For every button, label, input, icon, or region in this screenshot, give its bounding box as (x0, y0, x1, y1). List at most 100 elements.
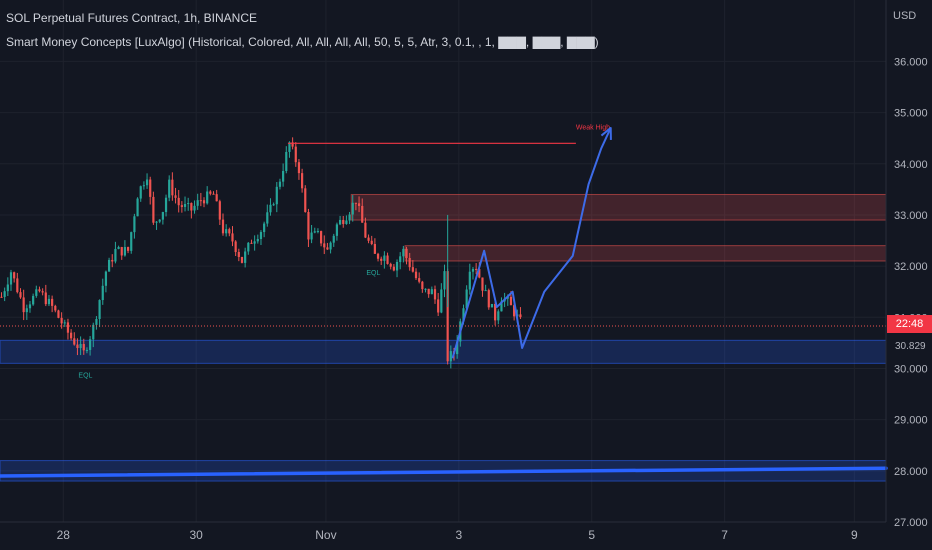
candle-body (73, 338, 76, 345)
candle-body (259, 232, 263, 240)
candle-body (139, 186, 142, 199)
candle-body (395, 261, 399, 271)
candle-body (22, 297, 25, 313)
candle-body (234, 241, 237, 253)
secondary-price-label: 30.829 (895, 341, 926, 352)
candle-body (225, 229, 228, 234)
projection-line (451, 127, 612, 359)
candle-body (256, 239, 259, 242)
indicator-legend[interactable]: Smart Money Concepts [LuxAlgo] (Historic… (6, 35, 599, 49)
candle-body (136, 198, 139, 217)
eql-label: EQL (366, 270, 380, 277)
candle-body (354, 202, 357, 204)
candle-body (54, 305, 57, 311)
price-tick-label: 36.000 (894, 56, 928, 68)
structure-levels: Weak High (0, 124, 886, 327)
candle-body (60, 317, 63, 324)
candle-body (338, 219, 342, 225)
candle-body (497, 311, 500, 321)
candles (0, 137, 522, 369)
time-tick-label: 30 (190, 528, 204, 542)
candle-body (130, 232, 133, 251)
candle-body (468, 271, 471, 290)
time-axis[interactable]: 28 30 Nov 3 5 7 9 (57, 528, 858, 542)
candle-body (437, 299, 440, 313)
trend-line-path (0, 466, 888, 478)
candle-body (376, 253, 380, 259)
candle-body (164, 197, 168, 213)
candle-body (177, 197, 180, 206)
candle-body (161, 212, 164, 220)
candle-body (414, 271, 418, 279)
candle-body (389, 263, 392, 267)
symbol-legend[interactable]: SOL Perpetual Futures Contract, 1h, BINA… (6, 11, 257, 25)
candle-body (240, 256, 244, 263)
annotations: EQL EQL (78, 270, 380, 379)
projection-path (451, 126, 612, 359)
candle-body (307, 211, 310, 240)
candle-body (291, 142, 294, 147)
candle-body (370, 240, 373, 245)
candle-body (285, 151, 288, 172)
price-tick-label: 35.000 (894, 108, 928, 120)
candle-body (478, 269, 481, 278)
price-tick-label: 32.000 (894, 261, 928, 273)
candle-body (297, 162, 301, 174)
candle-body (82, 344, 85, 351)
current-price-tag: 22:48 (887, 315, 932, 333)
candle-body (392, 266, 395, 271)
candle-body (430, 289, 433, 295)
candle-body (250, 242, 253, 244)
candle-body (13, 272, 16, 279)
candle-body (304, 188, 307, 212)
candle-body (272, 204, 275, 206)
candle-body (494, 304, 497, 321)
candle-body (462, 308, 465, 322)
candle-body (361, 205, 364, 223)
candle-body (168, 179, 171, 198)
candle-body (484, 290, 487, 292)
candle-body (342, 219, 345, 224)
candle-body (47, 298, 51, 305)
candle-body (446, 271, 449, 362)
candle-body (383, 255, 386, 261)
candle-body (206, 191, 209, 204)
time-tick-label: 9 (851, 528, 858, 542)
candle-body (357, 203, 361, 206)
candle-body (149, 179, 152, 197)
candle-body (209, 191, 212, 194)
demand-zone (0, 339, 887, 364)
candle-body (319, 231, 323, 244)
candle-body (38, 289, 41, 292)
projection-arrowhead (600, 126, 612, 140)
candle-body (76, 344, 79, 349)
candle-body (418, 278, 421, 282)
candle-body (316, 231, 320, 233)
candle-body (114, 248, 117, 262)
candle-body (133, 216, 136, 233)
candle-body (348, 214, 351, 221)
candle-body (35, 289, 38, 296)
candle-body (85, 349, 89, 351)
time-tick-label: 7 (721, 528, 728, 542)
candle-body (218, 201, 221, 220)
candle-body (424, 288, 427, 290)
candle-body (117, 247, 120, 249)
supply-zone (404, 245, 887, 262)
price-tick-label: 27.000 (894, 517, 928, 529)
candle-body (215, 194, 218, 202)
candle-body (519, 314, 522, 318)
candle-body (456, 341, 459, 355)
candle-body (196, 200, 199, 206)
candle-body (487, 290, 490, 308)
candle-body (158, 219, 161, 222)
candle-body (107, 259, 111, 272)
time-tick-label: 5 (588, 528, 595, 542)
candle-body (481, 277, 484, 291)
candle-body (63, 322, 66, 324)
eql-label: EQL (78, 373, 92, 380)
candle-body (301, 173, 304, 189)
candle-body (202, 200, 206, 204)
candle-body (174, 195, 177, 198)
